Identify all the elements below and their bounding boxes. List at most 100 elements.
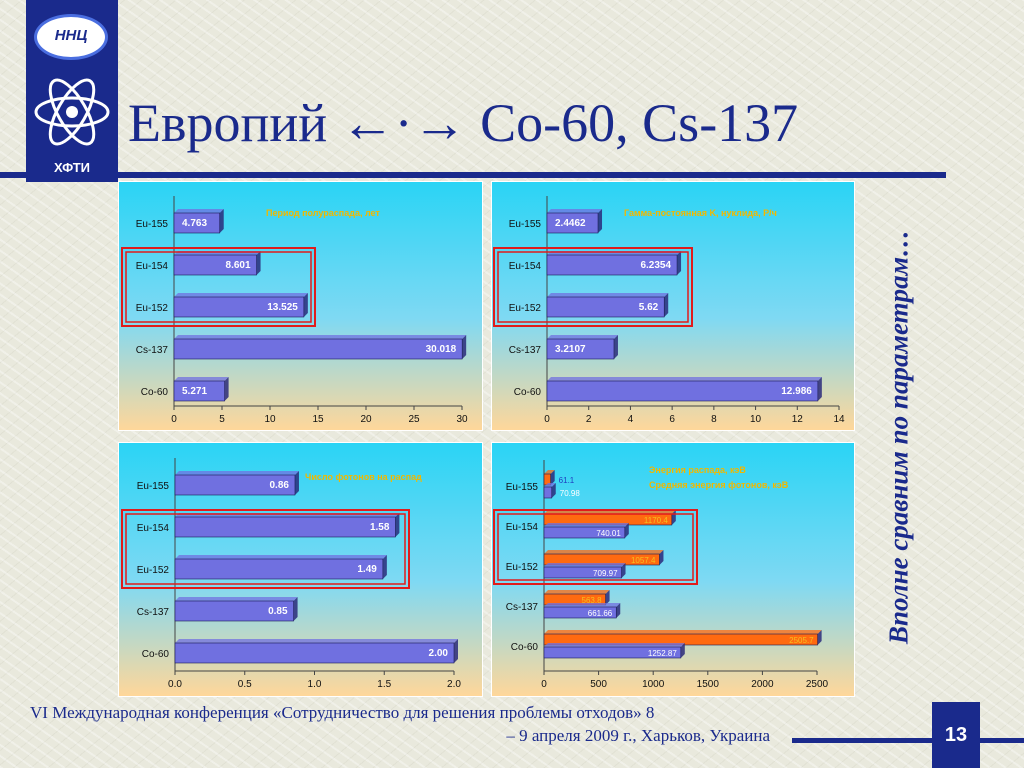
x-tick-label: 0 <box>171 414 177 425</box>
page-number: 13 <box>932 702 980 768</box>
footer-line-2: – 9 апреля 2009 г., Харьков, Украина <box>506 725 770 745</box>
highlight-frame <box>493 247 693 327</box>
x-tick-label: 30 <box>456 414 468 425</box>
bar <box>174 471 299 496</box>
category-label: Eu-152 <box>509 303 542 314</box>
x-tick-label: 4 <box>628 414 634 425</box>
chart-title: Гамма-постоянная K, нуклида, Р/ч <box>624 208 777 218</box>
data-label: 3.2107 <box>555 344 586 355</box>
bar <box>546 209 603 234</box>
data-label: 0.86 <box>270 480 290 491</box>
data-label: 563.8 <box>582 596 603 605</box>
highlight-frame <box>493 509 698 585</box>
data-label: 661.66 <box>588 609 613 618</box>
x-tick-label: 2 <box>586 414 592 425</box>
bar <box>546 293 669 318</box>
bar <box>173 335 467 360</box>
legend-entry: Средняя энергия фотонов, кэВ <box>649 480 789 490</box>
x-tick-label: 1000 <box>642 679 665 690</box>
side-caption-text: Вполне сравним по параметрам… <box>883 229 914 645</box>
x-tick-label: 500 <box>590 679 607 690</box>
data-label: 1170.4 <box>644 516 668 525</box>
data-label: 13.525 <box>267 302 298 313</box>
x-tick-label: 25 <box>408 414 420 425</box>
bar-energy <box>543 590 610 606</box>
x-tick-label: 10 <box>750 414 762 425</box>
bar <box>174 555 387 580</box>
x-tick-label: 15 <box>312 414 324 425</box>
chart-photons-per-decay: 0.0 0.5 1.0 1.5 2.0 Eu-155 0.86 Eu-154 1.58 Eu-15… <box>118 442 483 697</box>
x-tick-label: 8 <box>711 414 717 425</box>
chart-energy: 0 500 1000 1500 2000 2500 Eu-155 61.1 70.98 Eu-15… <box>491 442 855 697</box>
x-tick-label: 1500 <box>697 679 720 690</box>
bar <box>173 209 224 234</box>
category-label: Co-60 <box>141 387 169 398</box>
x-tick-label: 2.0 <box>447 679 461 690</box>
logo-strip: ННЦ ХФТИ <box>26 0 118 182</box>
bar <box>174 513 400 538</box>
x-tick-label: 0.0 <box>168 679 182 690</box>
x-tick-label: 10 <box>264 414 276 425</box>
highlight-frame <box>121 509 410 589</box>
footer: VI Международная конференция «Сотрудниче… <box>30 702 770 748</box>
category-label: Eu-155 <box>506 482 539 493</box>
data-label: 709.97 <box>593 569 618 578</box>
x-tick-label: 20 <box>360 414 372 425</box>
category-label: Cs-137 <box>136 345 169 356</box>
category-label: Co-60 <box>514 387 542 398</box>
footer-rule <box>792 738 1024 743</box>
chart-title: Число фотонов на распад <box>305 472 422 482</box>
x-tick-label: 5 <box>219 414 225 425</box>
data-label: 61.1 <box>559 476 575 485</box>
title-underline <box>0 172 946 178</box>
data-label: 2.4462 <box>555 218 586 229</box>
x-tick-label: 14 <box>833 414 845 425</box>
bar-photon-energy <box>543 563 626 579</box>
x-tick-label: 0 <box>544 414 550 425</box>
data-label: 2.00 <box>429 648 449 659</box>
category-label: Cs-137 <box>509 345 542 356</box>
category-label: Eu-154 <box>506 522 539 533</box>
category-label: Eu-154 <box>509 261 542 272</box>
bar <box>546 377 822 402</box>
data-label: 70.98 <box>560 489 581 498</box>
x-tick-label: 12 <box>792 414 804 425</box>
institute-logo: ННЦ <box>34 14 108 60</box>
legend-entry: Энергия распада, кэВ <box>649 465 746 475</box>
logo-top-text: ННЦ <box>54 27 88 44</box>
x-tick-label: 0 <box>541 679 547 690</box>
x-tick-label: 2000 <box>751 679 774 690</box>
x-tick-label: 1.5 <box>377 679 391 690</box>
side-caption: Вполне сравним по параметрам… <box>874 172 924 702</box>
bar-photon-energy <box>543 643 685 659</box>
footer-line-1: VI Международная конференция «Сотрудниче… <box>30 703 655 722</box>
data-label: 30.018 <box>426 344 457 355</box>
bar <box>546 335 618 360</box>
bar <box>173 377 229 402</box>
logo-bottom-text: ХФТИ <box>53 160 91 175</box>
data-label: 1057.4 <box>631 556 656 565</box>
bar <box>174 639 458 664</box>
x-tick-label: 2500 <box>806 679 829 690</box>
data-label: 740.01 <box>596 529 621 538</box>
category-label: Eu-152 <box>136 303 169 314</box>
data-label: 5.271 <box>182 386 207 397</box>
slide-title: Европий ←·→ Co-60, Cs-137 <box>128 93 799 153</box>
data-label: 0.85 <box>268 606 288 617</box>
bar <box>173 293 308 318</box>
chart-gamma-constant: 0 2 4 6 8 10 12 14 Eu-155 2.4462 Eu-154 6.2354 Eu-15… <box>491 181 855 431</box>
data-label: 4.763 <box>182 218 207 229</box>
atom-emblem-icon <box>34 78 110 146</box>
highlight-frame <box>121 247 316 327</box>
bar-photon-energy <box>543 523 629 539</box>
data-label: 1252.87 <box>648 649 677 658</box>
data-label: 8.601 <box>226 260 251 271</box>
bar-energy <box>543 470 555 486</box>
bar-energy <box>543 630 822 646</box>
bar <box>174 597 298 622</box>
data-label: 12.986 <box>781 386 812 397</box>
bar-photon-energy <box>543 603 621 619</box>
category-label: Co-60 <box>142 649 170 660</box>
data-label: 1.49 <box>357 564 377 575</box>
category-label: Eu-155 <box>136 219 169 230</box>
